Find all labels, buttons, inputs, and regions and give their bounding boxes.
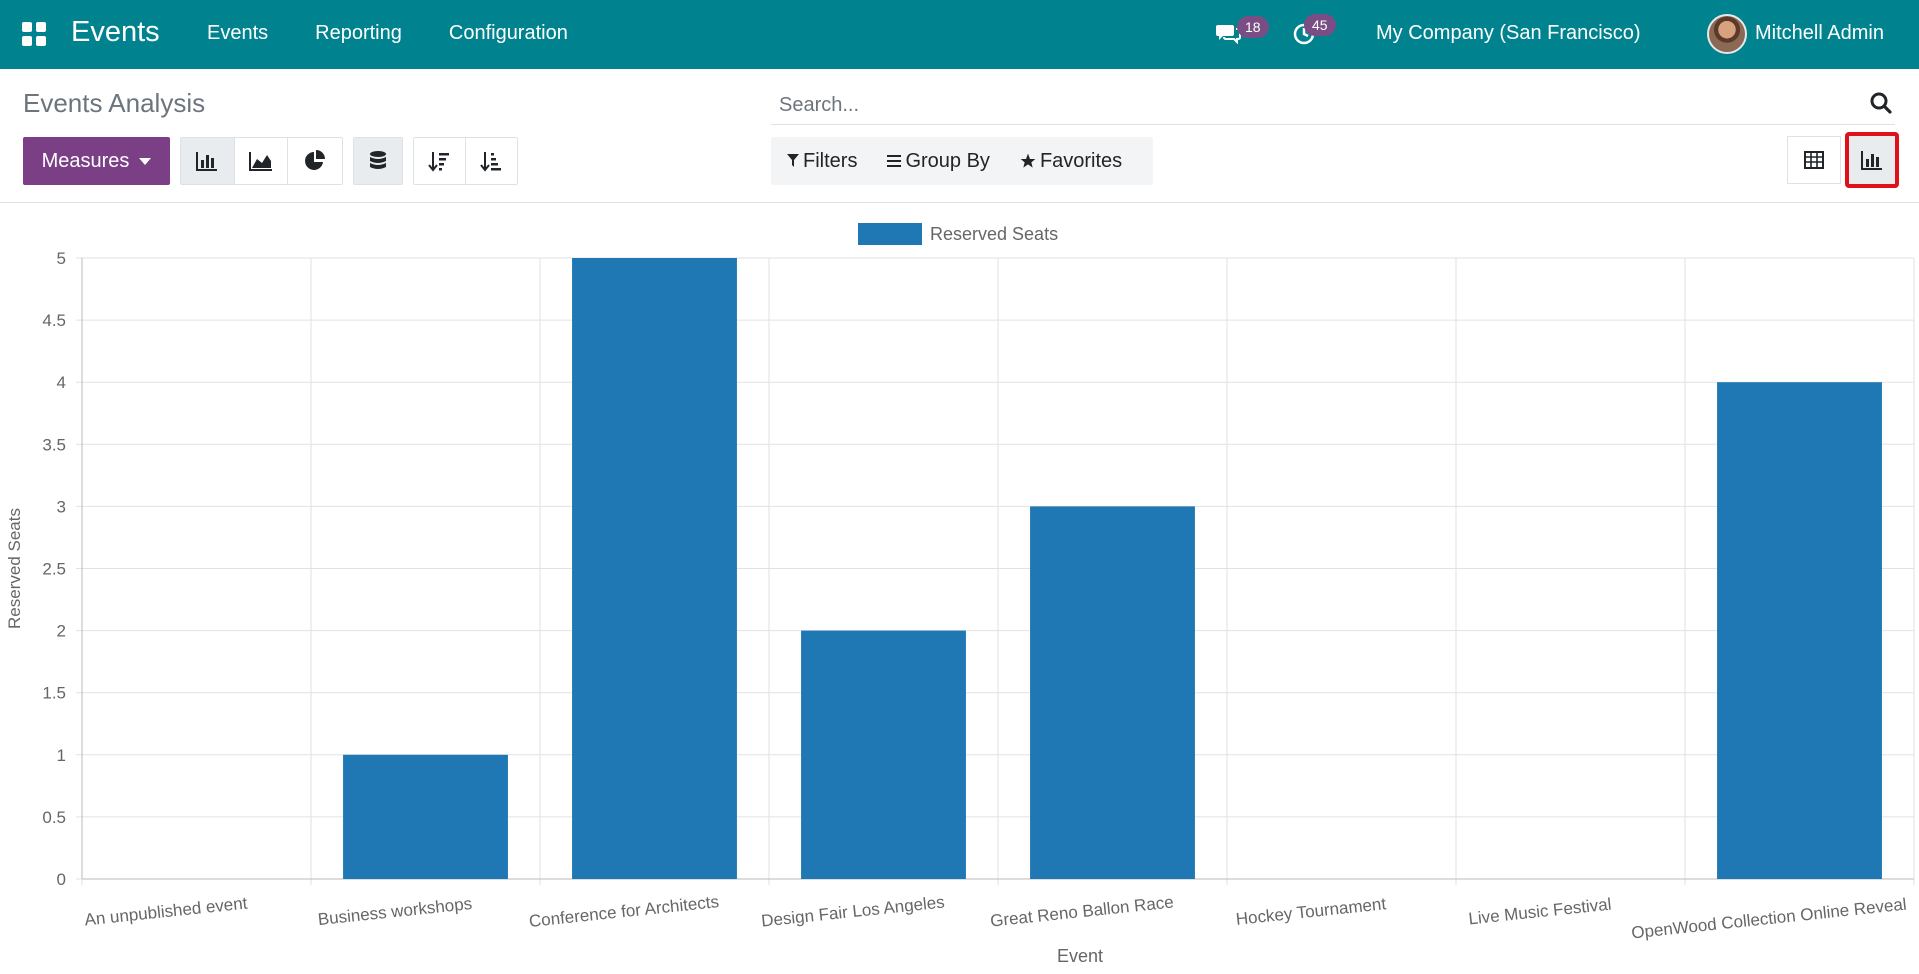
search-options-bar: Filters Group By Favorites <box>771 137 1153 185</box>
caret-down-icon <box>139 157 152 165</box>
favorites-label: Favorites <box>1039 149 1123 172</box>
company-switcher[interactable]: My Company (San Francisco) <box>1376 22 1641 44</box>
bar-chart-icon <box>1861 151 1882 170</box>
bar <box>1717 382 1882 879</box>
measures-button[interactable]: Measures <box>23 137 170 185</box>
filters-button[interactable]: Filters <box>787 150 857 173</box>
search-bar <box>771 85 1895 125</box>
y-tick-label: 4 <box>57 373 66 392</box>
x-tick-label: Conference for Architects <box>528 892 720 931</box>
main-menu: Events Reporting Configuration <box>207 22 615 45</box>
x-tick-label: Design Fair Los Angeles <box>760 892 945 930</box>
list-icon <box>887 155 902 167</box>
x-tick-label: Hockey Tournament <box>1235 894 1387 929</box>
menu-events[interactable]: Events <box>207 22 269 44</box>
database-icon <box>370 151 386 169</box>
top-navbar: Events Events Reporting Configuration 18… <box>0 0 1919 69</box>
x-tick-label: Live Music Festival <box>1468 895 1613 929</box>
bar-chart-icon <box>196 152 218 171</box>
filters-label: Filters <box>803 149 858 172</box>
x-tick-label: Great Reno Ballon Race <box>989 892 1174 930</box>
menu-configuration[interactable]: Configuration <box>448 22 568 44</box>
star-icon <box>1020 153 1036 168</box>
bar-chart-button[interactable] <box>181 138 235 184</box>
legend-label: Reserved Seats <box>930 224 1058 244</box>
bar <box>801 630 966 879</box>
y-tick-label: 5 <box>57 249 66 268</box>
sort-amount-down-icon <box>428 152 450 172</box>
control-panel: Events Analysis Measures <box>0 69 1919 203</box>
legend-swatch <box>858 223 922 245</box>
search-input[interactable] <box>779 89 1839 121</box>
y-tick-label: 4.5 <box>42 311 66 330</box>
stacked-group <box>353 137 403 185</box>
sort-group <box>413 137 518 185</box>
x-axis-title: Event <box>1057 946 1103 966</box>
activities-badge: 45 <box>1304 14 1336 36</box>
area-chart-icon <box>249 152 272 171</box>
y-tick-label: 3 <box>57 497 66 516</box>
favorites-button[interactable]: Favorites <box>1020 150 1122 173</box>
y-tick-label: 1.5 <box>42 684 66 703</box>
menu-reporting[interactable]: Reporting <box>315 22 402 44</box>
app-brand[interactable]: Events <box>71 16 160 48</box>
sort-amount-up-icon <box>480 152 502 172</box>
pivot-view-button[interactable] <box>1787 136 1841 184</box>
messages-badge: 18 <box>1237 16 1269 38</box>
bar <box>572 258 737 879</box>
group-by-button[interactable]: Group By <box>887 149 990 173</box>
view-switcher <box>1787 132 1899 188</box>
pie-chart-icon <box>305 150 326 170</box>
x-tick-label: An unpublished event <box>84 894 249 930</box>
apps-menu-icon[interactable] <box>22 22 46 46</box>
y-tick-label: 1 <box>57 746 66 765</box>
y-tick-label: 2.5 <box>42 560 66 579</box>
stacked-button[interactable] <box>354 138 402 184</box>
y-tick-label: 2 <box>57 622 66 641</box>
measures-label: Measures <box>41 149 130 172</box>
sort-ascending-button[interactable] <box>466 138 518 184</box>
chart-type-group <box>180 137 343 185</box>
filter-icon <box>787 154 799 167</box>
y-tick-label: 3.5 <box>42 435 66 454</box>
user-menu[interactable]: Mitchell Admin <box>1755 22 1884 44</box>
y-tick-label: 0 <box>57 870 66 889</box>
bar <box>1030 506 1195 879</box>
bar <box>343 754 508 879</box>
bar-chart: 0 0.5 1 1.5 2 2.5 3 3.5 4 4.5 5 An unpublished even… <box>5 223 1915 966</box>
graph-view: 0 0.5 1 1.5 2 2.5 3 3.5 4 4.5 5 An unpublished even… <box>0 210 1919 969</box>
pie-chart-button[interactable] <box>288 138 342 184</box>
user-avatar[interactable] <box>1707 14 1747 54</box>
page-title: Events Analysis <box>23 88 206 118</box>
graph-view-button[interactable] <box>1845 132 1899 188</box>
x-tick-label: Business workshops <box>317 894 473 929</box>
line-chart-button[interactable] <box>235 138 289 184</box>
y-tick-label: 0.5 <box>42 808 66 827</box>
sort-descending-button[interactable] <box>414 138 466 184</box>
search-icon[interactable] <box>1869 91 1893 115</box>
table-icon <box>1804 151 1824 169</box>
group-by-label: Group By <box>905 149 990 172</box>
y-axis-title: Reserved Seats <box>5 508 24 629</box>
x-tick-label: OpenWood Collection Online Reveal <box>1630 895 1907 943</box>
